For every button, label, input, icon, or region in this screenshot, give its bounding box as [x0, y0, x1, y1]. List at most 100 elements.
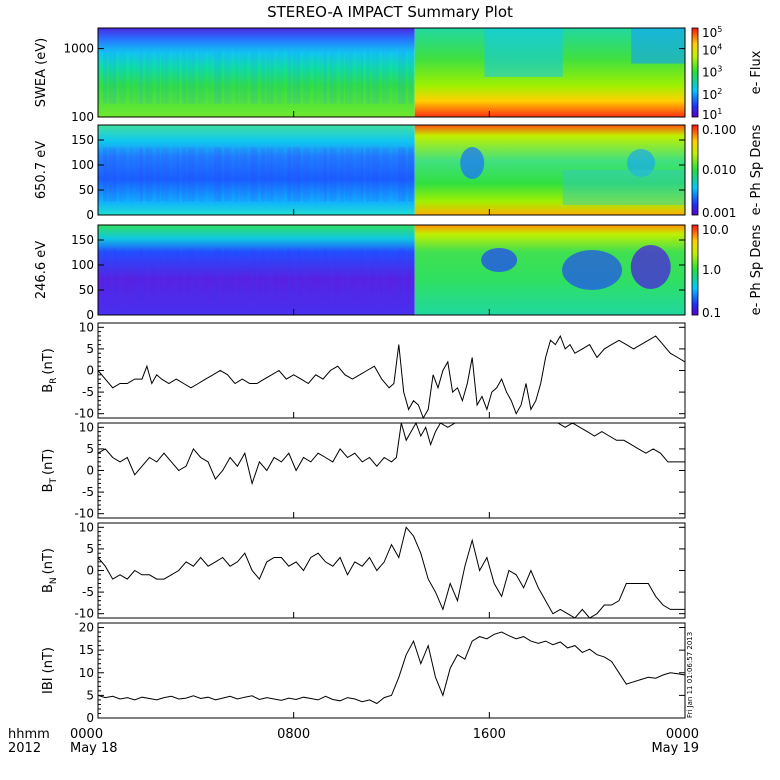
y-tick-label: 5	[86, 542, 94, 556]
spectrogram-texture	[187, 50, 194, 104]
spectrogram-texture	[171, 147, 177, 202]
spectrogram-texture	[282, 147, 285, 202]
spectrogram-texture	[392, 50, 397, 104]
y-tick-label: 0	[86, 208, 94, 222]
spectrogram-texture	[155, 147, 160, 202]
spectrogram-texture	[334, 247, 337, 302]
spectrogram-texture	[176, 147, 179, 202]
spectrogram-texture	[297, 50, 301, 104]
spectrogram-texture	[250, 50, 256, 104]
colorbar-tick-label: 0.001	[702, 206, 736, 220]
spectrogram-texture	[103, 50, 108, 104]
spectrogram-texture	[129, 147, 134, 202]
spectrogram-texture	[297, 247, 301, 302]
y-axis-label: 246.6 eV	[34, 241, 49, 299]
spectrogram-texture	[282, 50, 285, 104]
spectrogram-texture	[397, 147, 404, 202]
colorbar-tick-exponent: 3	[717, 65, 722, 74]
x-tick-label: 0000	[70, 727, 103, 742]
spectrogram-texture	[150, 147, 153, 202]
spectrogram-texture	[276, 147, 282, 202]
y-tick-label: 100	[71, 110, 94, 124]
spectrogram-texture	[276, 50, 282, 104]
spectrogram-texture	[371, 147, 378, 202]
y-tick-label: 10	[79, 666, 94, 680]
spectrogram-texture	[371, 247, 378, 302]
spectrogram-texture	[345, 50, 352, 104]
spectrogram-feature	[481, 248, 518, 272]
spectrogram-texture	[376, 50, 380, 104]
y-axis-label: BR (nT)	[41, 348, 59, 393]
spectrogram-texture	[192, 147, 196, 202]
spectrogram-texture	[234, 147, 239, 202]
colorbar-label: e- Flux	[749, 50, 764, 94]
spectrogram-texture	[166, 50, 170, 104]
line-panel-4: 0 5 10 15 20 IBI (nT)	[41, 621, 686, 725]
spectrogram-texture	[276, 247, 282, 302]
x-tick-label: 0000	[666, 727, 699, 742]
spectrogram-texture	[408, 247, 414, 302]
spectrogram-texture	[145, 50, 151, 104]
spectrogram-texture	[318, 247, 325, 302]
line-panel-3: -10 -5 0 5 10 BN (nT)	[41, 520, 686, 621]
y-axis-label-subscript: N	[49, 577, 59, 584]
line-panel-1: -10 -5 0 5 10 BR (nT)	[41, 320, 686, 421]
spectrogram-texture	[103, 247, 108, 302]
spectrogram-texture	[150, 50, 153, 104]
y-tick-label: 20	[79, 621, 94, 635]
spectrogram-texture	[381, 247, 387, 302]
spectrogram-texture	[355, 247, 361, 302]
spectrogram-texture	[182, 147, 187, 202]
spectrogram-texture	[197, 50, 203, 104]
spectrogram-texture	[250, 247, 256, 302]
spectrogram-texture	[308, 50, 311, 104]
series-line	[97, 631, 686, 705]
spectrogram-texture	[245, 247, 249, 302]
spectrogram-texture	[287, 147, 292, 202]
colorbar-tick-exponent: 4	[717, 42, 722, 51]
spectrogram-texture	[255, 50, 258, 104]
panel-frame	[97, 522, 686, 619]
spectrogram-feature	[484, 28, 563, 77]
spectrogram-panel-2: 0 50 100 150 650.7 eV 0.001 0.010 0.100 e- Ph Sp…	[34, 123, 764, 222]
x-tick-label: 1600	[473, 727, 506, 742]
spectrogram-texture	[297, 147, 301, 202]
spectrogram-texture	[166, 247, 170, 302]
x-tick-date-label: May 19	[651, 741, 699, 756]
spectrogram-texture	[292, 50, 299, 104]
y-tick-label: 15	[79, 643, 94, 657]
spectrogram-texture	[366, 247, 371, 302]
spectrogram-texture	[239, 147, 246, 202]
colorbar	[691, 27, 699, 118]
spectrogram-texture	[166, 147, 170, 202]
spectrogram-quiet-region	[98, 225, 415, 315]
spectrogram-texture	[271, 247, 275, 302]
y-axis-label-main: B	[41, 483, 56, 492]
spectrogram-texture	[213, 147, 220, 202]
spectrogram-texture	[218, 147, 222, 202]
spectrogram-texture	[266, 147, 273, 202]
colorbar-tick-label: 105	[702, 25, 722, 40]
footer-year: 2012	[8, 741, 41, 756]
spectrogram-texture	[266, 50, 273, 104]
y-axis-label: 650.7 eV	[34, 141, 49, 199]
spectrogram-texture	[224, 247, 230, 302]
spectrogram-texture	[245, 147, 249, 202]
spectrogram-texture	[408, 50, 414, 104]
spectrogram-texture	[129, 50, 134, 104]
spectrogram-texture	[134, 247, 141, 302]
y-tick-label: -10	[74, 607, 94, 621]
y-axis-label: BN (nT)	[41, 548, 59, 593]
spectrogram-panel-3: 0 50 100 150 246.6 eV 0.1 1.0 10.0 e- Ph Sp Dens	[34, 223, 764, 322]
colorbar-tick-exponent: 2	[717, 87, 722, 96]
spectrogram-texture	[350, 147, 354, 202]
y-tick-label: 5	[86, 342, 94, 356]
y-tick-label: 5	[86, 442, 94, 456]
spectrogram-texture	[408, 147, 414, 202]
spectrogram-texture	[402, 147, 406, 202]
spectrogram-texture	[387, 147, 390, 202]
colorbar-tick-label: 103	[702, 65, 722, 80]
y-tick-label: 10	[79, 420, 94, 434]
